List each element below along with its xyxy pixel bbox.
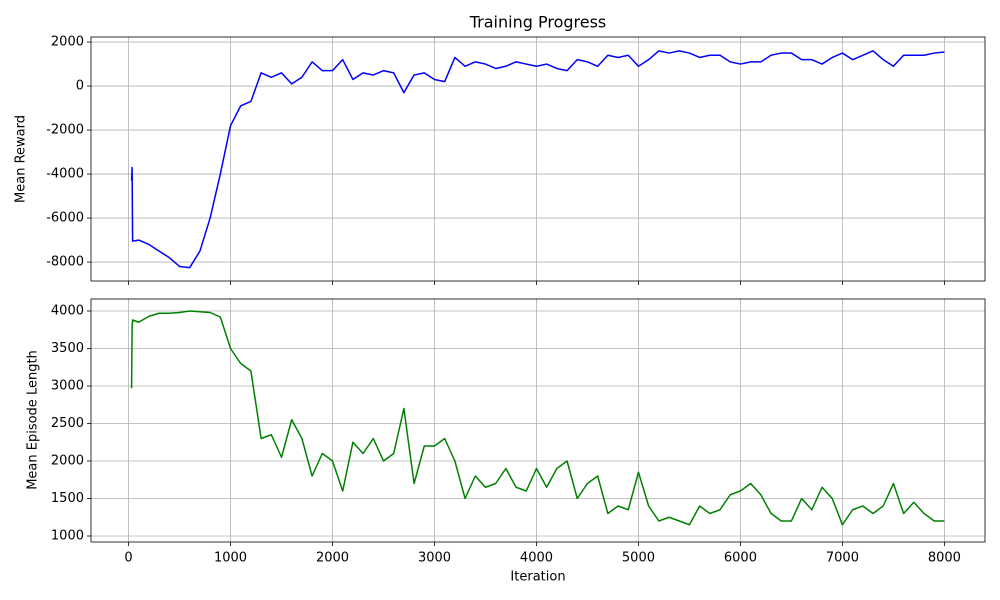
y-tick-label: -6000 — [46, 211, 84, 226]
y-tick-label: 2000 — [51, 35, 84, 50]
y-tick-label: 0 — [76, 79, 84, 94]
y-axis-label: Mean Episode Length — [26, 350, 41, 490]
x-tick-label: 7000 — [826, 551, 859, 566]
x-tick-label: 6000 — [724, 551, 757, 566]
x-tick-label: 4000 — [520, 551, 553, 566]
x-tick-label: 1000 — [214, 551, 247, 566]
x-tick-label: 5000 — [622, 551, 655, 566]
data-line — [130, 310, 945, 526]
y-axis-label: Mean Reward — [14, 115, 29, 203]
data-line — [130, 50, 945, 269]
x-tick-label: 3000 — [418, 551, 451, 566]
y-tick-label: 3500 — [51, 341, 84, 356]
x-tick-label: 0 — [124, 551, 132, 566]
y-tick-label: -8000 — [46, 255, 84, 270]
y-tick-label: 1500 — [51, 491, 84, 506]
plot-frame — [90, 298, 986, 543]
x-tick-label: 8000 — [928, 551, 961, 566]
x-tick-label: 2000 — [316, 551, 349, 566]
x-axis-label: Iteration — [510, 570, 565, 585]
y-tick-label: 2500 — [51, 416, 84, 431]
y-tick-label: 2000 — [51, 454, 84, 469]
y-tick-label: 3000 — [51, 379, 84, 394]
plot-frame — [90, 36, 986, 282]
y-tick-label: -2000 — [46, 123, 84, 138]
y-tick-label: 4000 — [51, 304, 84, 319]
chart-title: Training Progress — [469, 13, 607, 32]
y-tick-label: 1000 — [51, 529, 84, 544]
y-tick-label: -4000 — [46, 167, 84, 182]
